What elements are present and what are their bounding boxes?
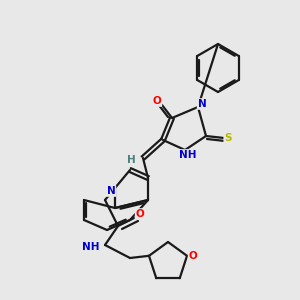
Text: S: S	[224, 133, 232, 143]
Text: NH: NH	[179, 150, 197, 160]
Text: O: O	[136, 209, 144, 219]
Text: NH: NH	[82, 242, 100, 252]
Text: O: O	[153, 96, 161, 106]
Text: O: O	[189, 251, 197, 261]
Text: H: H	[127, 155, 135, 165]
Text: N: N	[198, 99, 206, 109]
Text: N: N	[106, 186, 116, 196]
